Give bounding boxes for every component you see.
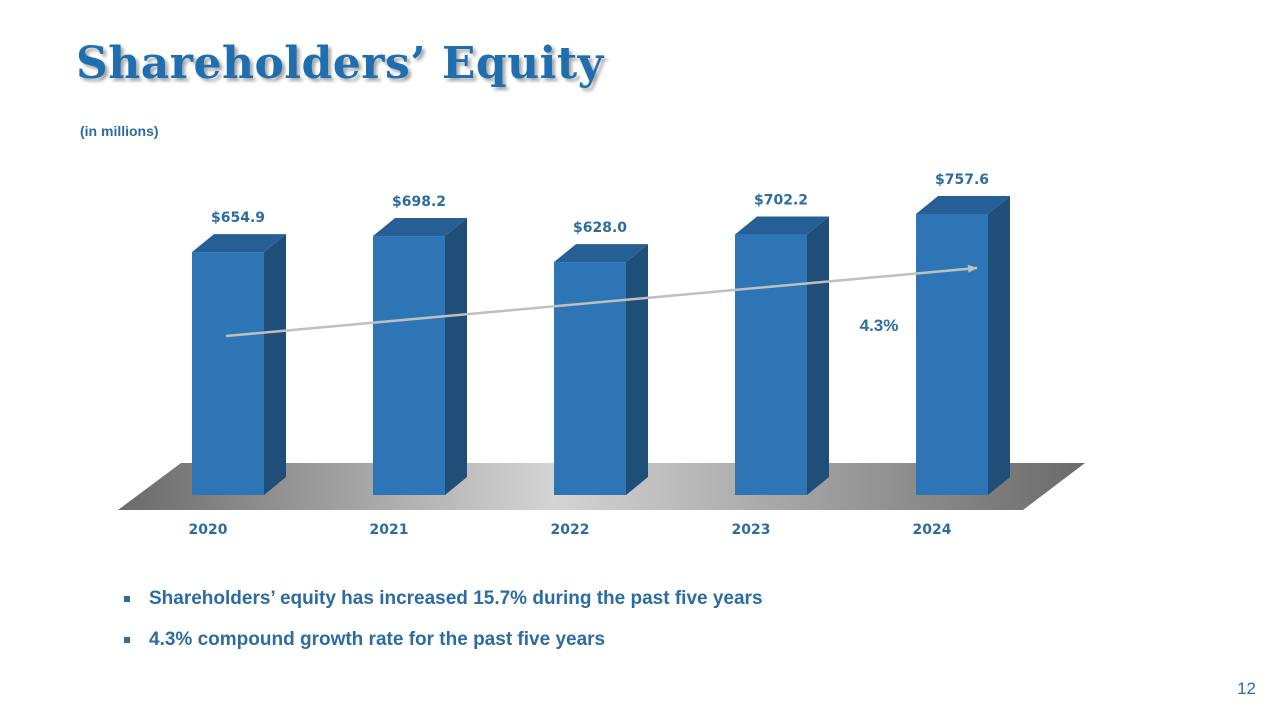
- bar-side: [445, 218, 467, 496]
- bullet-item: Shareholders’ equity has increased 15.7%…: [122, 588, 763, 610]
- x-tick-label: 2023: [732, 522, 771, 538]
- bar: [735, 234, 807, 495]
- bullet-square-icon: [124, 637, 130, 643]
- trend-label: 4.3%: [860, 316, 899, 335]
- summary-bullets: Shareholders’ equity has increased 15.7%…: [122, 588, 763, 670]
- bullet-item: 4.3% compound growth rate for the past f…: [122, 629, 763, 651]
- bar-value-label: $654.9: [211, 210, 265, 226]
- bar-top: [373, 218, 467, 237]
- x-tick-label: 2020: [189, 522, 228, 538]
- units-note: (in millions): [80, 123, 159, 139]
- bullet-square-icon: [124, 596, 130, 602]
- bar-value-label: $698.2: [392, 194, 446, 210]
- trend-arrow: [225, 264, 978, 338]
- bar: [192, 252, 264, 495]
- bar-top: [192, 234, 286, 253]
- x-tick-label: 2022: [551, 522, 590, 538]
- bar-side: [264, 234, 286, 495]
- bullet-text: 4.3% compound growth rate for the past f…: [149, 629, 606, 650]
- x-tick-label: 2021: [370, 522, 409, 538]
- bar-top: [554, 244, 648, 263]
- bar-top: [735, 216, 829, 235]
- bar-value-label: $702.2: [754, 193, 808, 209]
- bar-side: [988, 196, 1010, 495]
- bullet-text: Shareholders’ equity has increased 15.7%…: [149, 588, 763, 609]
- bar: [373, 236, 445, 496]
- x-tick-label: 2024: [913, 522, 952, 538]
- bar: [554, 262, 626, 495]
- page-number: 12: [1237, 679, 1256, 698]
- bar-value-label: $628.0: [573, 220, 627, 236]
- bar-top: [916, 196, 1010, 214]
- bar-value-label: $757.6: [935, 172, 989, 188]
- slide-title: Shareholders’ Equity: [76, 38, 604, 89]
- bar: [916, 214, 988, 495]
- bar-side: [807, 216, 829, 495]
- bar-side: [626, 244, 648, 495]
